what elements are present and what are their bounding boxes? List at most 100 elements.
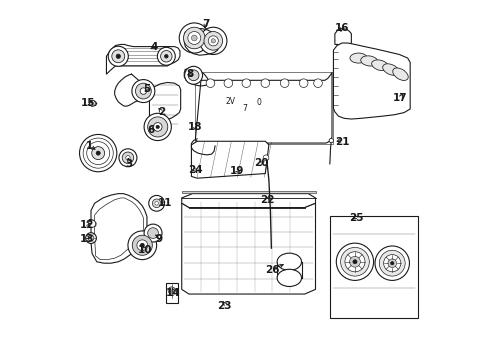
Circle shape	[340, 247, 368, 276]
Circle shape	[147, 117, 167, 137]
Polygon shape	[182, 203, 315, 294]
Circle shape	[125, 156, 130, 160]
Text: 17: 17	[392, 93, 407, 103]
Circle shape	[199, 27, 226, 54]
Circle shape	[132, 80, 155, 103]
Text: 16: 16	[334, 23, 348, 33]
Text: 2: 2	[157, 107, 164, 117]
Circle shape	[112, 50, 124, 63]
Circle shape	[374, 246, 408, 280]
Circle shape	[96, 151, 100, 155]
Circle shape	[144, 224, 162, 242]
Circle shape	[86, 141, 109, 165]
Circle shape	[187, 32, 201, 44]
Circle shape	[179, 23, 209, 53]
Circle shape	[168, 287, 175, 294]
Circle shape	[140, 243, 144, 247]
Circle shape	[184, 66, 202, 84]
Ellipse shape	[371, 60, 387, 71]
Text: 6: 6	[146, 125, 154, 135]
Text: 15: 15	[81, 98, 96, 108]
Text: 7: 7	[242, 104, 246, 113]
Circle shape	[191, 35, 197, 41]
Circle shape	[152, 199, 161, 208]
Circle shape	[261, 79, 269, 87]
Circle shape	[119, 149, 137, 167]
Text: 1: 1	[86, 141, 93, 151]
Text: 5: 5	[143, 84, 150, 94]
Ellipse shape	[277, 269, 301, 287]
Polygon shape	[182, 192, 315, 193]
Text: 24: 24	[187, 165, 202, 175]
Circle shape	[263, 155, 268, 161]
Text: 2V: 2V	[224, 96, 235, 105]
Circle shape	[128, 231, 156, 260]
Text: 14: 14	[166, 288, 181, 298]
Circle shape	[122, 152, 133, 163]
Polygon shape	[182, 194, 315, 208]
Text: 23: 23	[217, 301, 231, 311]
Text: 18: 18	[187, 122, 202, 132]
Text: 12: 12	[80, 220, 95, 230]
Text: 8: 8	[186, 69, 193, 79]
Circle shape	[132, 235, 152, 255]
Circle shape	[80, 134, 117, 172]
Circle shape	[88, 235, 94, 241]
Ellipse shape	[349, 53, 366, 63]
Circle shape	[203, 32, 222, 50]
Text: 11: 11	[157, 198, 172, 208]
Circle shape	[280, 79, 288, 87]
Circle shape	[147, 228, 158, 238]
Circle shape	[299, 79, 307, 87]
Circle shape	[156, 125, 159, 129]
Polygon shape	[149, 82, 180, 128]
Text: 10: 10	[137, 245, 152, 255]
Text: 13: 13	[80, 234, 95, 244]
Circle shape	[387, 259, 396, 267]
Circle shape	[157, 47, 175, 65]
Polygon shape	[333, 43, 409, 119]
Text: 20: 20	[254, 158, 268, 168]
Circle shape	[349, 256, 360, 267]
Polygon shape	[191, 141, 268, 178]
Circle shape	[336, 243, 373, 280]
Circle shape	[144, 113, 171, 140]
Circle shape	[313, 79, 322, 87]
Text: 3: 3	[125, 159, 132, 169]
Ellipse shape	[277, 253, 301, 270]
Circle shape	[379, 250, 405, 276]
Circle shape	[242, 79, 250, 87]
Ellipse shape	[360, 56, 377, 66]
Text: 4: 4	[150, 42, 158, 52]
Text: 25: 25	[348, 213, 363, 222]
Circle shape	[352, 260, 356, 264]
Circle shape	[206, 79, 214, 87]
Circle shape	[164, 54, 168, 58]
Ellipse shape	[392, 68, 407, 80]
Circle shape	[137, 240, 147, 251]
Circle shape	[116, 54, 120, 58]
Circle shape	[153, 123, 162, 131]
Circle shape	[89, 100, 95, 106]
Circle shape	[183, 27, 204, 49]
Text: 9: 9	[155, 234, 163, 244]
Circle shape	[155, 202, 158, 205]
Circle shape	[108, 46, 128, 66]
Circle shape	[389, 261, 393, 265]
Circle shape	[188, 70, 199, 81]
Text: 0: 0	[256, 98, 261, 107]
Circle shape	[88, 220, 96, 227]
FancyBboxPatch shape	[165, 283, 178, 303]
FancyBboxPatch shape	[329, 216, 417, 318]
Text: 21: 21	[334, 138, 348, 147]
Circle shape	[85, 233, 96, 243]
Circle shape	[211, 39, 215, 43]
Polygon shape	[195, 72, 331, 143]
Circle shape	[344, 252, 364, 272]
Text: 19: 19	[229, 166, 244, 176]
Circle shape	[160, 50, 172, 62]
Text: 22: 22	[260, 195, 274, 205]
Polygon shape	[106, 44, 180, 74]
Polygon shape	[334, 29, 351, 45]
Circle shape	[383, 255, 400, 272]
